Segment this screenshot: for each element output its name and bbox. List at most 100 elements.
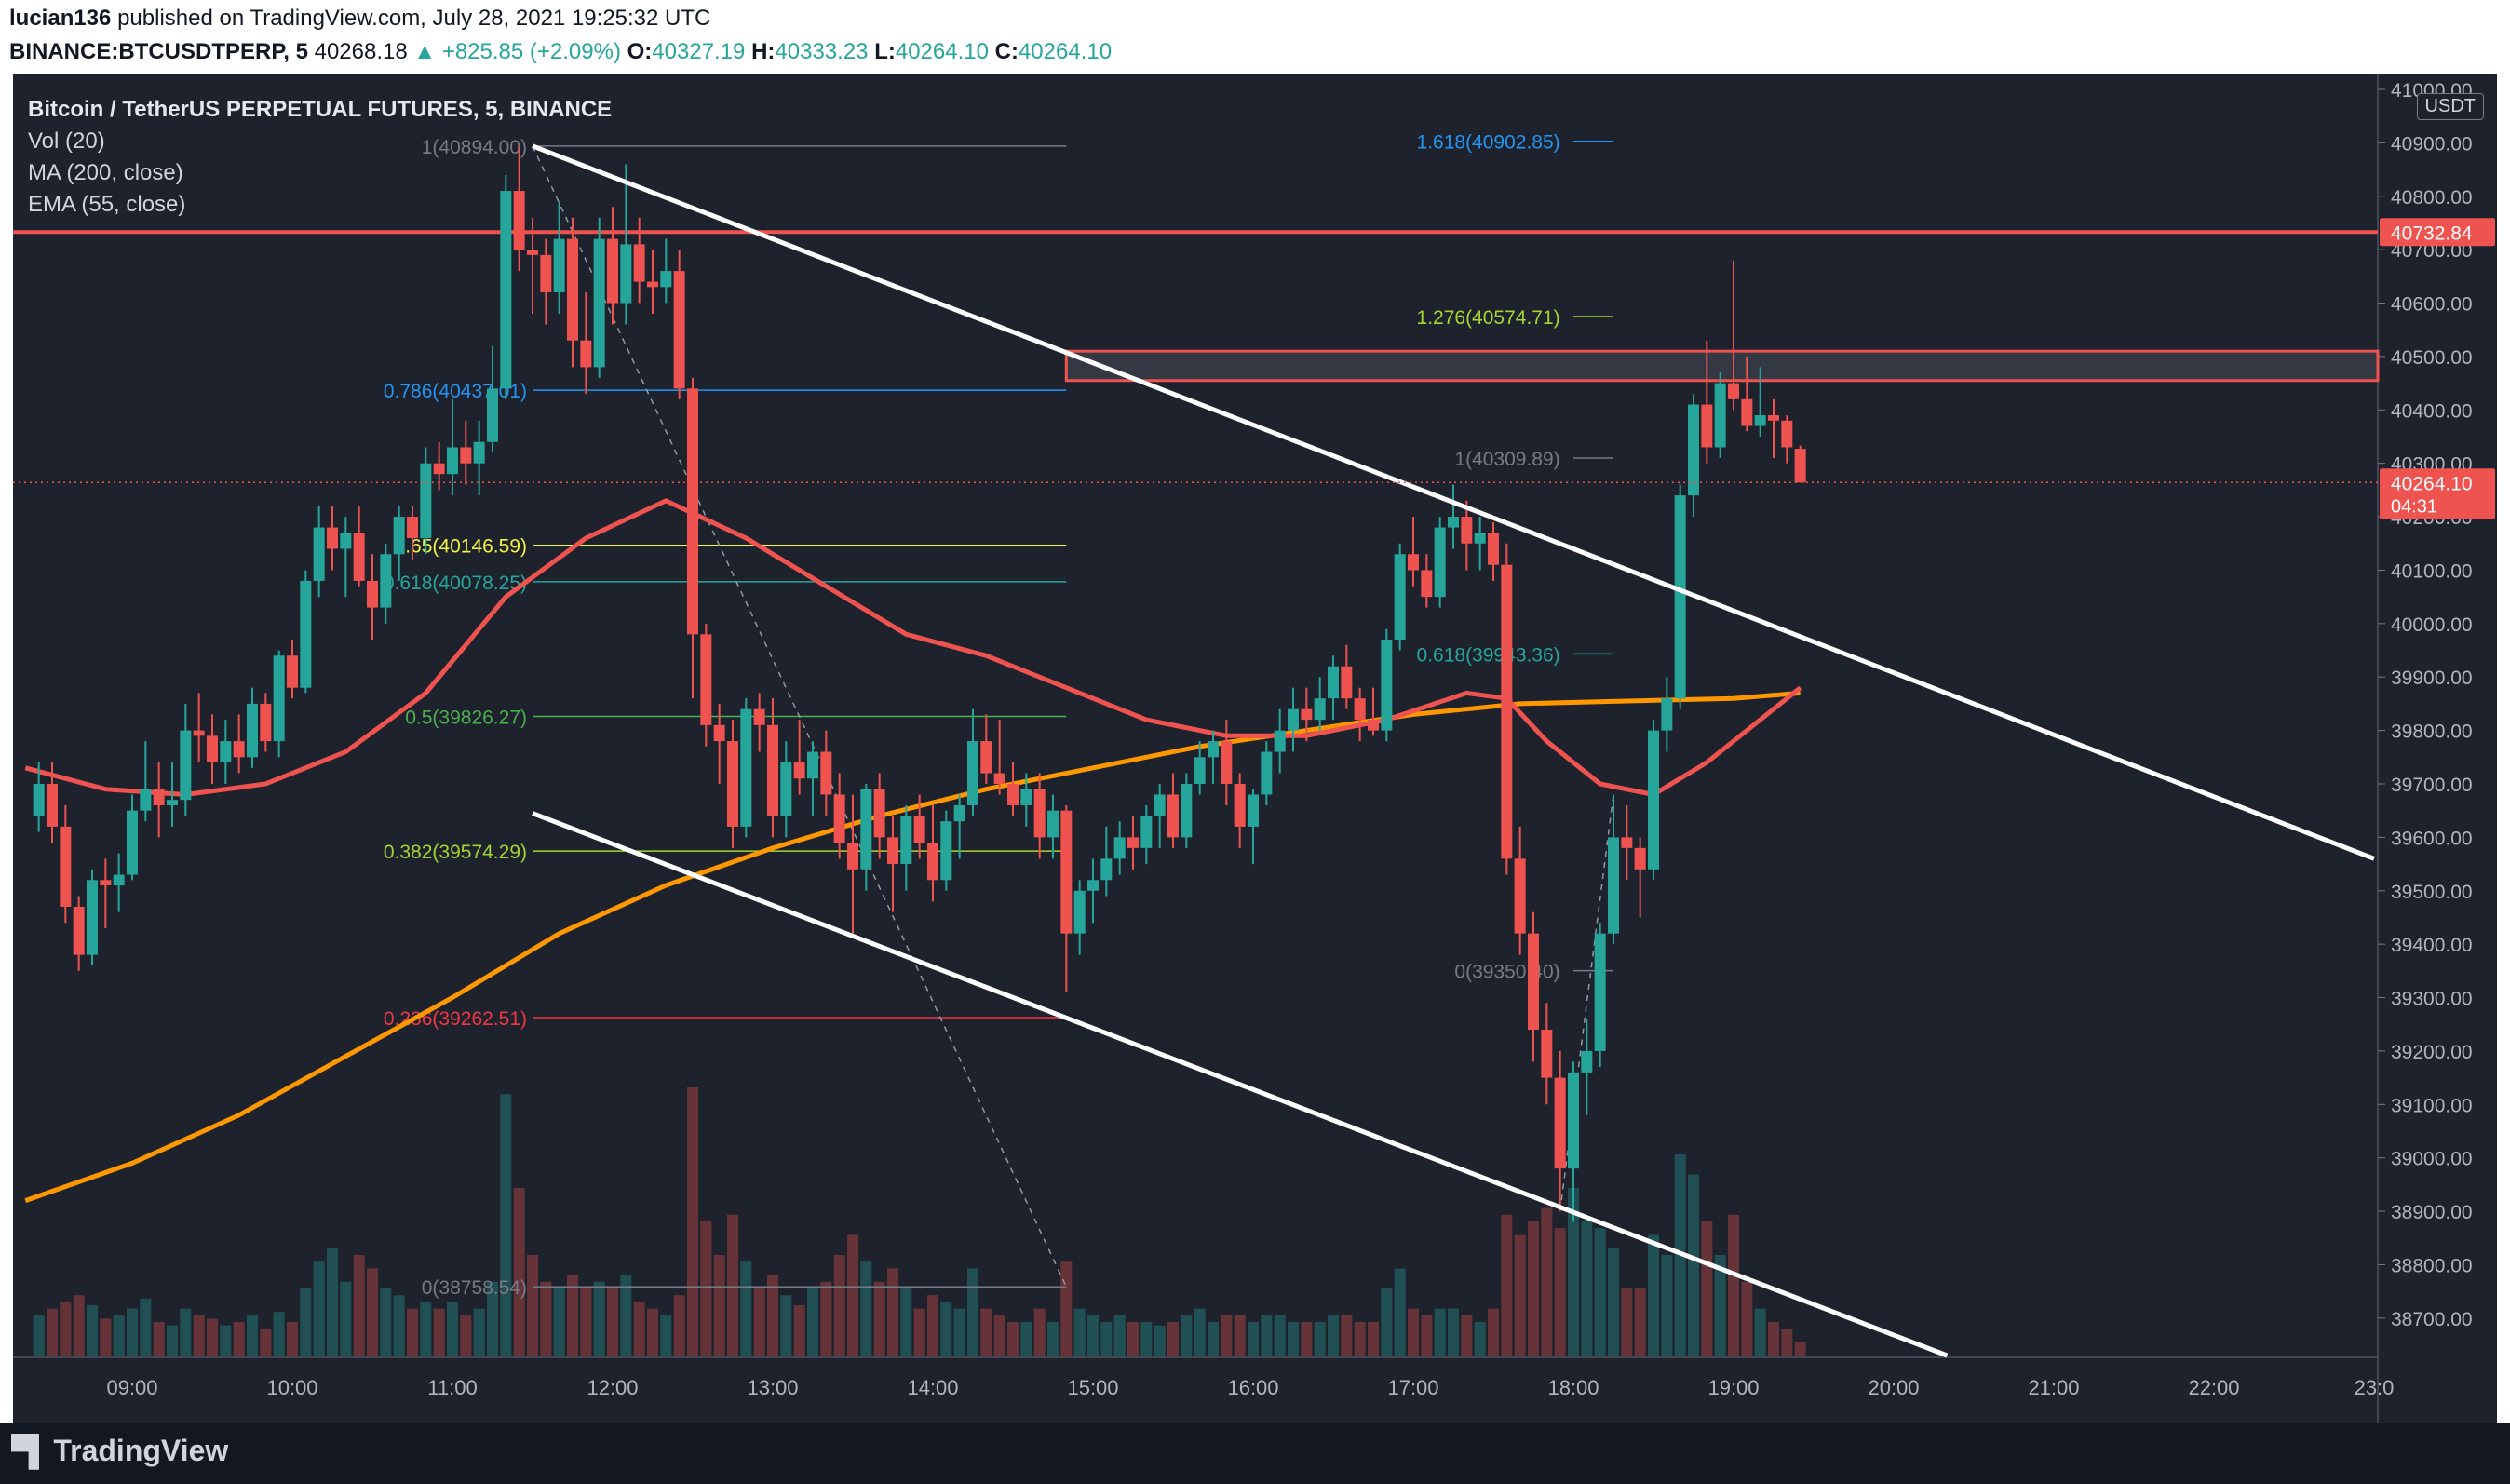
- y-tick-label: 40500.00: [2391, 347, 2473, 369]
- x-tick-label: 22:00: [2188, 1376, 2239, 1399]
- volume-bar: [1328, 1315, 1339, 1356]
- candle-body: [273, 655, 285, 742]
- volume-bar: [1127, 1322, 1139, 1356]
- volume-bar: [1714, 1255, 1726, 1356]
- candle-body: [1594, 933, 1606, 1051]
- y-tick-label: 38700.00: [2391, 1309, 2473, 1330]
- candle-body: [1073, 890, 1086, 934]
- volume-bar: [1701, 1221, 1713, 1356]
- fib-trendline: [532, 145, 1068, 1288]
- currency-button[interactable]: USDT: [2416, 93, 2484, 120]
- candle-body: [1301, 708, 1313, 721]
- candle-body: [420, 463, 432, 539]
- candle-body: [647, 281, 658, 288]
- candle-body: [260, 703, 272, 742]
- high-value: 40333.23: [775, 39, 869, 64]
- candle-body: [47, 783, 58, 827]
- fib-level-label: 0.65(40146.59): [395, 536, 527, 558]
- volume-indicator-label[interactable]: Vol (20): [28, 128, 105, 154]
- candle-body: [1140, 816, 1153, 848]
- volume-bar: [393, 1295, 405, 1356]
- candle-body: [967, 741, 978, 805]
- candle-body: [1741, 398, 1753, 426]
- fib-level-label: 0.236(39262.51): [384, 1008, 527, 1030]
- volume-bar: [140, 1298, 152, 1356]
- tradingview-logo[interactable]: ▀▌ TradingView: [11, 1434, 228, 1468]
- volume-bar: [1381, 1288, 1393, 1356]
- volume-bar: [1554, 1228, 1566, 1356]
- candle-body: [700, 634, 712, 725]
- y-tick-label: 40400.00: [2391, 400, 2473, 422]
- volume-bar: [1528, 1221, 1539, 1356]
- candle-body: [380, 554, 392, 608]
- volume-bar: [793, 1305, 805, 1356]
- candle-body: [353, 533, 365, 581]
- chart-canvas[interactable]: 38700.00 38800.00 38900.00 39000.00 39100.00…: [13, 74, 2497, 1423]
- volume-bar: [1661, 1255, 1673, 1356]
- y-tick-label: 39500.00: [2391, 882, 2473, 903]
- y-tick-label: 39800.00: [2391, 722, 2473, 743]
- y-tick-label: 39700.00: [2391, 775, 2473, 796]
- volume-bar: [1461, 1315, 1473, 1356]
- ma-indicator-label[interactable]: MA (200, close): [28, 160, 183, 185]
- open-value: 40327.19: [652, 39, 746, 64]
- close-value: 40264.10: [1018, 39, 1113, 64]
- candle-body: [33, 783, 45, 816]
- candle-body: [1781, 420, 1793, 448]
- volume-bar: [1421, 1315, 1433, 1356]
- volume-bar: [967, 1268, 978, 1356]
- volume-bar: [1221, 1315, 1233, 1356]
- y-tick-label: 40900.00: [2391, 133, 2473, 155]
- volume-bar: [273, 1312, 285, 1356]
- brand-name: TradingView: [53, 1434, 229, 1467]
- volume-bar: [180, 1308, 192, 1356]
- ema-indicator-label[interactable]: EMA (55, close): [28, 192, 186, 217]
- candle-body: [1181, 783, 1193, 838]
- fib-level-label: 0(38758.54): [422, 1277, 527, 1299]
- volume-bar: [300, 1288, 312, 1356]
- candle-body: [113, 874, 125, 886]
- y-tick-label: 40600.00: [2391, 294, 2473, 316]
- candle-body: [780, 762, 792, 816]
- y-tick-label: 40000.00: [2391, 614, 2473, 636]
- author-name[interactable]: lucian136: [9, 6, 112, 31]
- volume-bar: [1754, 1308, 1766, 1356]
- candle-body: [180, 730, 192, 801]
- volume-bar: [1007, 1322, 1019, 1356]
- volume-bar: [1181, 1315, 1193, 1356]
- x-tick-label: 13:00: [747, 1376, 798, 1399]
- candle-body: [593, 238, 605, 368]
- candle-body: [1488, 533, 1499, 565]
- volume-bar: [1087, 1315, 1099, 1356]
- volume-bar: [113, 1315, 125, 1356]
- volume-bar: [807, 1288, 818, 1356]
- fib-level-label: 0.5(39826.27): [405, 708, 527, 729]
- candle-body: [847, 843, 858, 870]
- volume-bar: [47, 1308, 58, 1356]
- volume-bar: [1594, 1228, 1606, 1356]
- volume-bar: [1060, 1261, 1073, 1356]
- candle-body: [1020, 789, 1032, 805]
- candle-body: [127, 810, 138, 875]
- symbol-label: BINANCE:BTCUSDTPERP, 5: [9, 39, 308, 64]
- candle-body: [620, 244, 632, 304]
- x-tick-label: 11:00: [427, 1376, 477, 1399]
- volume-bar: [193, 1315, 205, 1356]
- candle-body: [153, 789, 165, 805]
- candle-body: [1194, 757, 1206, 784]
- price-chart[interactable]: 38700.00 38800.00 38900.00 39000.00 39100.00…: [13, 74, 2497, 1423]
- candle-body: [247, 703, 258, 758]
- volume-bar: [100, 1318, 112, 1356]
- volume-bar: [1288, 1322, 1299, 1356]
- candle-body: [873, 789, 885, 838]
- low-value: 40264.10: [895, 39, 989, 64]
- volume-bar: [1354, 1322, 1366, 1356]
- price-label-text: 40732.84: [2391, 223, 2473, 244]
- y-tick-label: 39600.00: [2391, 828, 2473, 849]
- channel-lower-line: [532, 811, 1949, 1358]
- volume-bar: [1394, 1268, 1406, 1356]
- volume-bar: [567, 1275, 578, 1356]
- candle-body: [1648, 730, 1659, 870]
- candle-body: [367, 580, 378, 608]
- candle-body: [487, 388, 498, 442]
